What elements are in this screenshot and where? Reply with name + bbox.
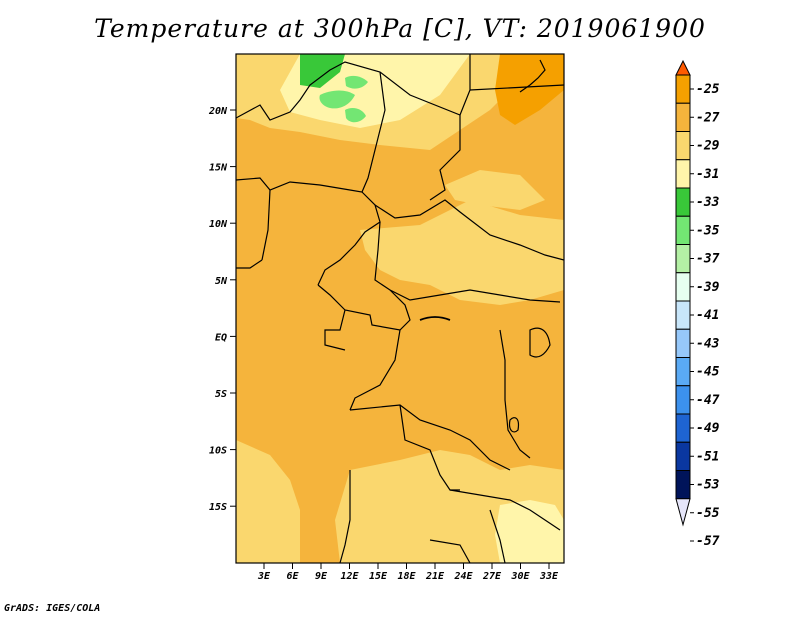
lon-tick-label: 15E	[369, 571, 388, 582]
colorbar-label: -31	[696, 167, 719, 182]
colorbar-label: -53	[696, 478, 720, 493]
map-title: Temperature at 300hPa [C], VT: 201906190…	[94, 14, 706, 43]
colorbar-segment	[675, 328, 691, 358]
lon-tick-label: 18E	[397, 571, 416, 582]
colorbar-segment	[675, 272, 691, 302]
temperature-field	[236, 54, 564, 563]
colorbar-label: -55	[696, 506, 720, 521]
lat-tick-label: 15S	[209, 502, 227, 513]
colorbar-label: -57	[696, 534, 720, 549]
field-green-patch-3	[345, 75, 368, 89]
colorbar-label: -41	[696, 308, 719, 323]
colorbar-label: -29	[696, 139, 720, 154]
lon-tick-label: 27E	[482, 571, 502, 582]
lat-tick-label: 5S	[215, 389, 227, 400]
lat-tick-label: 20N	[208, 106, 228, 117]
colorbar-label: -43	[696, 336, 720, 351]
lat-tick-label: 5N	[215, 276, 228, 287]
longitude-axis: 3E 6E 9E 12E 15E 18E 21E 24E 27E 30E 33E	[257, 563, 559, 582]
colorbar-segment	[675, 215, 691, 245]
colorbar-segment	[675, 131, 691, 161]
lon-tick-label: 3E	[257, 571, 271, 582]
lon-tick-label: 30E	[510, 571, 530, 582]
lat-tick-label: 15N	[209, 163, 228, 174]
colorbar: -25 -27 -29 -31 -33 -35 -37 -39 -41 -43 -45 -47 -49 -…	[675, 59, 720, 549]
colorbar-segment	[675, 74, 691, 104]
colorbar-segment	[675, 385, 691, 415]
colorbar-segment	[675, 470, 691, 500]
latitude-axis: 20N 15N 10N 5N EQ 5S 10S 15S	[208, 106, 236, 513]
lon-tick-label: 6E	[286, 571, 299, 582]
field-green-patch-4	[345, 108, 366, 123]
colorbar-label: -45	[696, 365, 720, 380]
colorbar-label: -51	[696, 449, 719, 464]
colorbar-segment	[675, 357, 691, 387]
lat-tick-label: 10S	[209, 446, 227, 457]
colorbar-segment	[675, 441, 691, 471]
colorbar-label: -35	[696, 223, 720, 238]
field-east-band	[445, 170, 545, 210]
colorbar-label: -49	[696, 421, 720, 436]
lat-tick-label: 10N	[209, 219, 228, 230]
field-south-cool	[495, 500, 564, 563]
colorbar-segment	[675, 413, 691, 443]
software-credit: GrADS: IGES/COLA	[4, 603, 101, 614]
field-central-band	[360, 200, 564, 305]
field-green-patch-2	[319, 90, 355, 109]
colorbar-label: -47	[696, 393, 720, 408]
colorbar-segment	[675, 300, 691, 330]
colorbar-label: -37	[696, 252, 720, 267]
colorbar-bottom-arrow	[675, 498, 691, 527]
field-northeast-warm	[495, 54, 564, 125]
lon-tick-label: 21E	[425, 571, 445, 582]
colorbar-segment	[675, 102, 691, 132]
lon-tick-label: 24E	[453, 571, 473, 582]
colorbar-label: -25	[696, 82, 720, 97]
lon-tick-label: 9E	[315, 571, 328, 582]
map-frame	[235, 53, 565, 564]
colorbar-label: -33	[696, 195, 720, 210]
colorbar-segment	[675, 244, 691, 274]
lon-tick-label: 12E	[340, 571, 359, 582]
country-borders	[236, 54, 564, 563]
colorbar-segment	[675, 159, 691, 189]
colorbar-label: -39	[696, 280, 720, 295]
field-southwest	[236, 440, 300, 563]
colorbar-label: -27	[696, 110, 720, 125]
lat-tick-label: EQ	[215, 332, 227, 343]
field-green-patch	[300, 54, 345, 88]
colorbar-segment	[675, 187, 691, 217]
lon-tick-label: 33E	[539, 571, 559, 582]
colorbar-top-arrow	[675, 59, 691, 76]
